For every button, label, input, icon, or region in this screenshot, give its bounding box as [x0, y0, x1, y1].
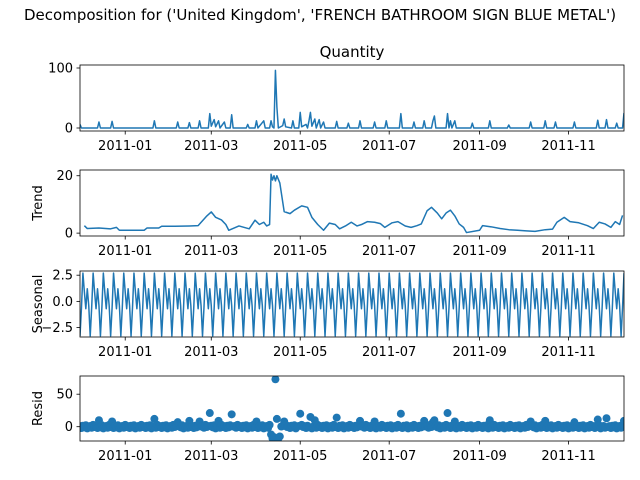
y-tick-label: 20 — [56, 169, 73, 184]
subplot-3: −2.5 0.0 2.5 2011-01 2011-03 2011-05 2011-07 20… — [31, 269, 625, 360]
y-tick-label: −2.5 — [41, 321, 73, 336]
x-tick-label: 2011-09 — [452, 244, 506, 259]
y-axis-label: Seasonal — [31, 275, 46, 334]
x-tick-label: 2011-05 — [273, 449, 327, 464]
resid-point — [620, 416, 624, 425]
seasonal-line — [80, 272, 624, 337]
series-line — [83, 173, 624, 234]
x-tick-label: 2011-03 — [184, 139, 238, 154]
x-tick-label: 2011-03 — [184, 244, 238, 259]
resid-point — [443, 409, 452, 418]
x-tick-label: 2011-03 — [184, 449, 238, 464]
resid-point — [332, 413, 341, 422]
resid-point — [150, 414, 159, 423]
resid-point — [272, 414, 281, 423]
plot-area — [80, 376, 624, 441]
resid-point — [205, 409, 214, 418]
x-tick-label: 2011-11 — [541, 139, 595, 154]
x-tick-label: 2011-07 — [362, 139, 416, 154]
y-tick-label: 0 — [65, 122, 73, 137]
subplot-2: 0 20 2011-01 2011-03 2011-05 2011-07 2011-09 20… — [31, 169, 625, 259]
y-axis-label: Trend — [31, 185, 46, 222]
axes-frame — [79, 169, 625, 237]
y-tick-label: 0 — [65, 227, 73, 242]
x-tick-label: 2011-01 — [98, 345, 152, 360]
y-tick-label: 0 — [65, 420, 73, 435]
resid-point — [271, 376, 280, 384]
y-tick-label: 50 — [56, 388, 73, 403]
resid-point — [396, 409, 405, 418]
x-tick-label: 2011-07 — [362, 449, 416, 464]
resid-point — [265, 420, 274, 429]
x-tick-label: 2011-09 — [452, 449, 506, 464]
subplot-1: 0 100 2011-01 2011-03 2011-05 2011-07 2011-09 2… — [48, 43, 625, 154]
plot-area — [83, 173, 624, 234]
x-tick-label: 2011-03 — [184, 345, 238, 360]
axes-frame — [79, 64, 625, 132]
x-tick-label: 2011-01 — [98, 244, 152, 259]
x-tick-label: 2011-11 — [541, 345, 595, 360]
x-tick-label: 2011-11 — [541, 449, 595, 464]
x-tick-label: 2011-05 — [273, 139, 327, 154]
x-tick-label: 2011-11 — [541, 244, 595, 259]
resid-point — [227, 410, 236, 419]
resid-point — [275, 432, 284, 441]
subplot-title: Quantity — [320, 43, 385, 61]
x-tick-label: 2011-05 — [273, 244, 327, 259]
x-tick-label: 2011-07 — [362, 244, 416, 259]
subplot-4: 0 50 2011-01 2011-03 2011-05 2011-07 2011-09 20… — [31, 375, 625, 464]
plot-area — [80, 272, 624, 337]
y-axis-label: Resid — [31, 391, 46, 426]
y-tick-label: 2.5 — [52, 269, 73, 284]
x-tick-label: 2011-01 — [98, 139, 152, 154]
figure-suptitle: Decomposition for ('United Kingdom', 'FR… — [24, 6, 617, 24]
y-tick-label: 100 — [48, 62, 73, 77]
plot-area — [80, 69, 624, 129]
axes-frame — [79, 375, 625, 442]
axes-frame — [79, 270, 625, 338]
x-tick-label: 2011-09 — [452, 345, 506, 360]
x-tick-label: 2011-01 — [98, 449, 152, 464]
resid-point — [602, 414, 611, 423]
y-tick-label: 0.0 — [52, 295, 73, 310]
x-tick-label: 2011-09 — [452, 139, 506, 154]
resid-point — [296, 409, 305, 418]
series-line — [80, 69, 624, 129]
x-tick-label: 2011-05 — [273, 345, 327, 360]
x-tick-label: 2011-07 — [362, 345, 416, 360]
